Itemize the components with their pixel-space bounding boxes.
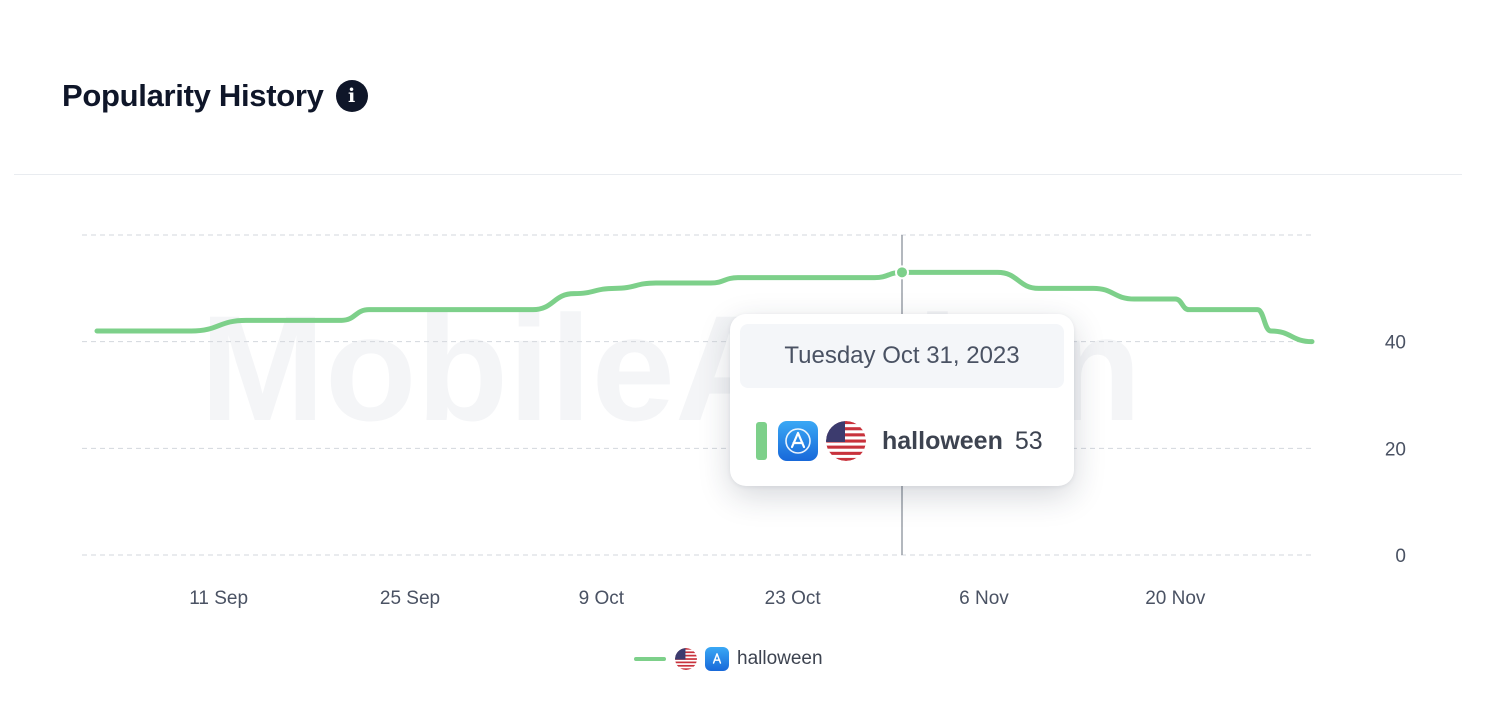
y-tick-label: 40 [1385, 333, 1406, 354]
series-line-halloween[interactable] [94, 269, 1315, 345]
x-axis: 11 Sep 25 Sep 9 Oct 23 Oct 6 Nov 20 Nov [189, 588, 1206, 609]
grid-lines [82, 234, 1312, 556]
series-color-swatch [756, 422, 767, 460]
tooltip-value: 53 [1014, 426, 1043, 455]
us-flag-icon [826, 421, 866, 461]
header-divider [14, 174, 1462, 175]
page-title: Popularity History [62, 78, 324, 113]
info-icon[interactable]: i [335, 80, 368, 112]
hover-point [895, 265, 909, 280]
tooltip-keyword: halloween [882, 426, 1003, 455]
tooltip-row: halloween 53 [756, 418, 1043, 464]
x-tick-label: 9 Oct [579, 588, 625, 609]
app-store-icon [778, 421, 818, 461]
x-tick-label: 20 Nov [1145, 588, 1206, 609]
chart-tooltip: Tuesday Oct 31, 2023 halloween 53 [730, 314, 1074, 486]
x-tick-label: 25 Sep [380, 588, 440, 609]
chart-header: Popularity History i [62, 72, 368, 120]
x-tick-label: 11 Sep [189, 588, 248, 609]
legend-item-halloween[interactable]: halloween [634, 646, 823, 672]
legend-line-swatch [634, 657, 666, 661]
y-tick-label: 20 [1385, 439, 1406, 460]
x-tick-label: 6 Nov [959, 588, 1009, 609]
legend-label: halloween [737, 648, 823, 669]
us-flag-icon [675, 648, 697, 670]
x-tick-label: 23 Oct [765, 588, 822, 609]
y-axis: 0 20 40 [1385, 333, 1406, 567]
app-store-icon [705, 647, 729, 671]
tooltip-date: Tuesday Oct 31, 2023 [740, 324, 1064, 388]
y-tick-label: 0 [1395, 546, 1406, 567]
